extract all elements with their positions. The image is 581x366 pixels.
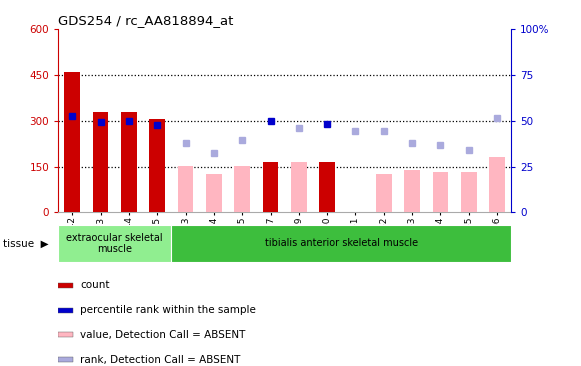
Bar	[58, 307, 73, 313]
Text: GDS254 / rc_AA818894_at: GDS254 / rc_AA818894_at	[58, 14, 234, 27]
Bar	[178, 166, 193, 212]
Text: extraocular skeletal
muscle: extraocular skeletal muscle	[66, 232, 163, 254]
Bar	[58, 225, 171, 262]
Bar	[206, 173, 222, 212]
Bar	[234, 166, 250, 212]
Bar	[376, 173, 392, 212]
Bar	[489, 157, 505, 212]
Bar	[320, 162, 335, 212]
Text: rank, Detection Call = ABSENT: rank, Detection Call = ABSENT	[80, 355, 241, 365]
Bar	[433, 172, 449, 212]
Text: value, Detection Call = ABSENT: value, Detection Call = ABSENT	[80, 330, 246, 340]
Bar	[461, 172, 476, 212]
Bar	[263, 162, 278, 212]
Bar	[171, 225, 511, 262]
Bar	[64, 72, 80, 212]
Bar	[93, 112, 109, 212]
Bar	[291, 162, 307, 212]
Bar	[58, 332, 73, 337]
Text: count: count	[80, 280, 110, 290]
Bar	[58, 283, 73, 288]
Text: tibialis anterior skeletal muscle: tibialis anterior skeletal muscle	[265, 238, 418, 249]
Bar	[58, 357, 73, 362]
Bar	[121, 112, 137, 212]
Text: tissue  ▶: tissue ▶	[3, 238, 49, 249]
Text: percentile rank within the sample: percentile rank within the sample	[80, 305, 256, 315]
Bar	[404, 169, 420, 212]
Bar	[149, 119, 165, 212]
